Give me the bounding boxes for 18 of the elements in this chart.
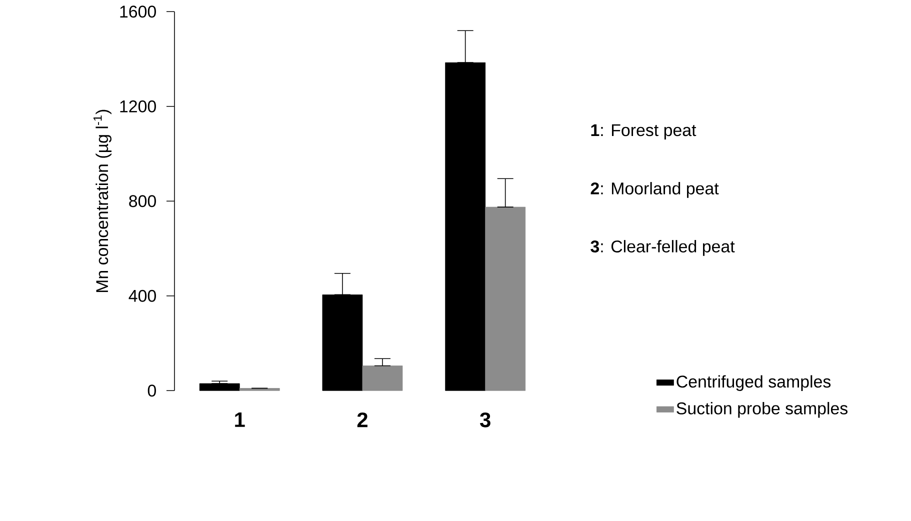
x-tick-label: 2 [357,412,368,428]
bar [362,366,403,391]
y-tick-label: 1200 [120,100,156,112]
bar [199,383,240,391]
y-tick-label: 800 [129,195,156,208]
legend-label: Centrifuged samples [676,375,831,392]
y-tick-label: 0 [148,384,156,397]
bar [239,388,280,391]
y-tick-label: 1600 [120,6,156,18]
y-tick-label: 400 [128,290,156,302]
text: 3: Clear-felled peat [590,240,735,256]
y-axis-title: Mn concentration (µg l$^{-1}$) [94,110,112,292]
text: 1: Forest peat [591,124,696,140]
text: 2: Moorland peat [590,182,719,198]
bar [485,206,526,391]
legend-label: Suction probe samples [676,402,848,418]
x-tick-label: 3 [480,412,490,428]
x-tick-label: 1 [235,412,245,427]
